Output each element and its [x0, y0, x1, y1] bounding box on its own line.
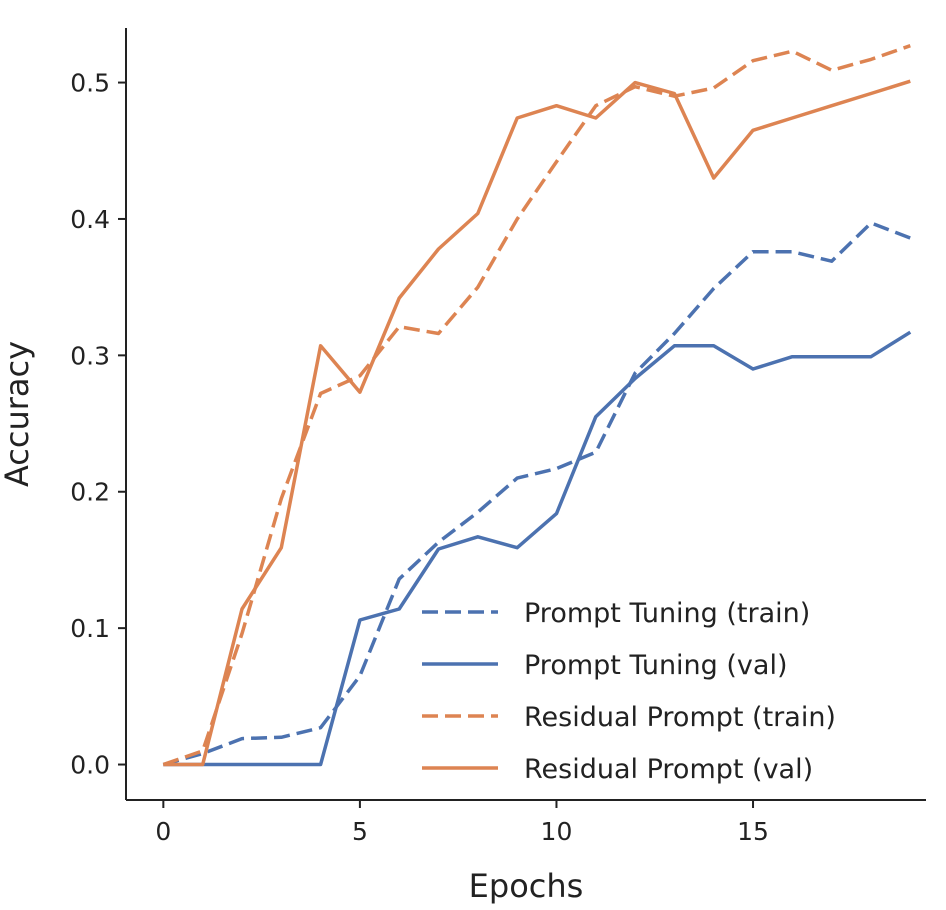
- legend-label-prompt-tuning-train: Prompt Tuning (train): [524, 598, 810, 629]
- series-line-residual-prompt-train: [162, 44, 911, 767]
- x-axis: 0 5 10 15: [126, 799, 926, 846]
- y-axis: 0.0 0.1 0.2 0.3 0.4 0.5: [70, 28, 127, 800]
- legend-label-residual-prompt-val: Residual Prompt (val): [524, 754, 813, 785]
- y-tick-label: 0.5: [70, 69, 110, 98]
- series-line-residual-prompt-val: [163, 79, 911, 767]
- y-tick-label: 0.1: [70, 614, 110, 643]
- series-line-prompt-tuning-val: [163, 330, 912, 767]
- y-tick-label: 0.2: [70, 478, 110, 507]
- series-line-prompt-tuning-train: [162, 221, 911, 767]
- legend-label-residual-prompt-train: Residual Prompt (train): [524, 702, 836, 733]
- y-tick-label: 0.4: [70, 205, 110, 234]
- x-axis-title: Epochs: [469, 867, 584, 905]
- plot-area: [162, 44, 912, 767]
- legend-label-prompt-tuning-val: Prompt Tuning (val): [524, 650, 788, 681]
- legend: Prompt Tuning (train) Prompt Tuning (val)…: [422, 598, 836, 785]
- x-tick-label: 5: [352, 817, 368, 846]
- x-tick-label: 10: [541, 817, 573, 846]
- x-tick-label: 15: [737, 817, 769, 846]
- y-tick-label: 0.0: [70, 751, 110, 780]
- x-tick-label: 0: [155, 817, 171, 846]
- y-tick-label: 0.3: [70, 341, 110, 370]
- y-axis-title: Accuracy: [0, 341, 36, 487]
